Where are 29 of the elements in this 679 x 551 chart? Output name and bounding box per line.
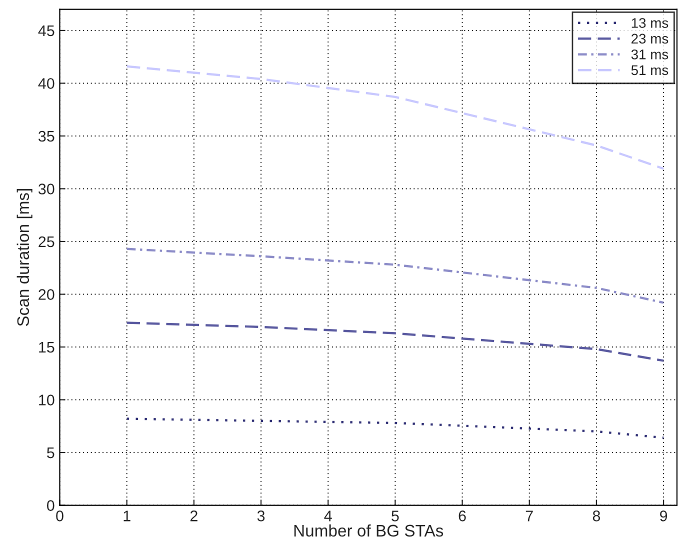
- x-tick-label: 8: [592, 510, 600, 522]
- y-tick-label: 40: [38, 78, 54, 89]
- legend-label: 23 ms: [632, 34, 668, 44]
- y-tick-label: 10: [39, 394, 54, 406]
- y-tick-label: 25: [38, 236, 54, 248]
- x-tick-label: 4: [324, 510, 332, 522]
- x-tick-label: 9: [660, 510, 668, 522]
- x-tick-label: 6: [458, 510, 466, 522]
- y-tick-label: 35: [38, 130, 54, 142]
- x-tick-label: 0: [56, 510, 64, 522]
- x-tick-label: 7: [526, 510, 533, 522]
- legend-label: 51 ms: [631, 65, 668, 76]
- y-tick-label: 30: [38, 184, 54, 194]
- x-tick-label: 1: [124, 510, 130, 522]
- line-series: [126, 418, 665, 439]
- line-series: [126, 248, 665, 304]
- x-tick-label: 3: [257, 510, 265, 522]
- y-tick-label: 5: [47, 448, 54, 458]
- y-tick-label: 45: [38, 25, 54, 36]
- x-tick-label: 5: [392, 510, 399, 522]
- line-series: [126, 322, 665, 362]
- y-tick-label: 15: [39, 342, 54, 353]
- x-tick-label: 2: [190, 510, 198, 522]
- legend-label: 31 ms: [631, 50, 668, 60]
- y-tick-label: 0: [46, 500, 54, 511]
- y-tick-label: 20: [38, 289, 54, 300]
- y-axis-title: Scan duration [ms]: [16, 189, 32, 326]
- legend-label: 13 ms: [632, 18, 668, 28]
- x-axis-title: Number of BG STAs: [294, 524, 444, 537]
